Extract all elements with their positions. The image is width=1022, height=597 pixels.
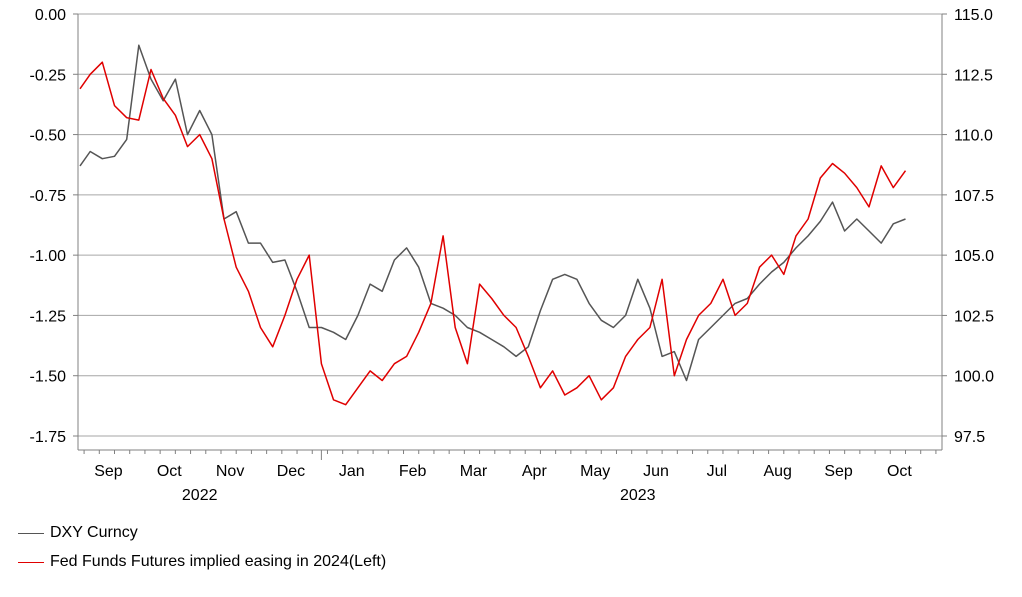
x-tick-label: Jul: [707, 463, 727, 480]
right-tick-label: 102.5: [954, 308, 994, 325]
x-tick-label: Jun: [643, 463, 669, 480]
left-tick-label: 0.00: [35, 7, 66, 24]
right-tick-label: 115.0: [954, 7, 993, 24]
x-tick-label: Oct: [887, 463, 912, 480]
gridlines: [78, 13, 942, 437]
x-tick-label: Nov: [216, 463, 244, 480]
axes: [73, 13, 947, 460]
right-tick-label: 105.0: [954, 248, 994, 265]
left-tick-label: -0.50: [30, 128, 67, 145]
legend-label-fed-funds: Fed Funds Futures implied easing in 2024…: [50, 553, 387, 570]
right-tick-label: 100.0: [954, 369, 994, 386]
x-tick-label: Dec: [277, 463, 305, 480]
left-tick-label: -1.75: [30, 429, 67, 446]
year-label: 2022: [182, 487, 218, 504]
right-tick-label: 110.0: [954, 128, 993, 145]
series-line-fed-funds: [79, 61, 907, 406]
x-axis-tick-labels: Sep Oct Nov Dec Jan Feb Mar Apr May Jun Jul Aug Sep O…: [94, 463, 912, 504]
x-tick-label: Oct: [157, 463, 182, 480]
right-tick-label: 97.5: [954, 429, 985, 446]
legend-item-dxy: DXY Curncy: [18, 524, 138, 542]
x-tick-label: Sep: [94, 463, 123, 480]
right-tick-label: 107.5: [954, 188, 994, 205]
x-tick-label: Jan: [339, 463, 365, 480]
legend-swatch-fed-funds: [18, 561, 44, 563]
left-tick-label: -1.00: [30, 248, 67, 265]
x-tick-label: Apr: [522, 463, 548, 480]
right-axis-tick-labels: 115.0 112.5 110.0 107.5 105.0 102.5 100.0 97.5: [954, 7, 994, 446]
legend-item-fed-funds: Fed Funds Futures implied easing in 2024…: [18, 553, 386, 571]
x-tick-label: Sep: [824, 463, 853, 480]
left-tick-label: -0.25: [30, 67, 67, 84]
left-tick-label: -1.25: [30, 308, 67, 325]
x-tick-label: Mar: [460, 463, 488, 480]
dual-axis-line-chart: 0.00-0.25-0.50-0.75-1.00-1.25-1.50-1.75 …: [30, 7, 995, 504]
series-line-dxy: [79, 44, 906, 382]
year-label: 2023: [620, 487, 656, 504]
x-tick-label: Aug: [763, 463, 791, 480]
left-tick-label: -0.75: [30, 188, 67, 205]
x-tick-label: May: [580, 463, 610, 480]
left-tick-label: -1.50: [30, 369, 67, 386]
right-tick-label: 112.5: [954, 67, 993, 84]
x-tick-label: Feb: [399, 463, 427, 480]
left-axis-tick-labels: 0.00 -0.25 -0.50 -0.75 -1.00 -1.25 -1.50 -1.75: [30, 7, 67, 446]
series-lines: [79, 44, 907, 406]
legend-swatch-dxy: [18, 532, 44, 534]
legend-label-dxy: DXY Curncy: [50, 524, 138, 541]
